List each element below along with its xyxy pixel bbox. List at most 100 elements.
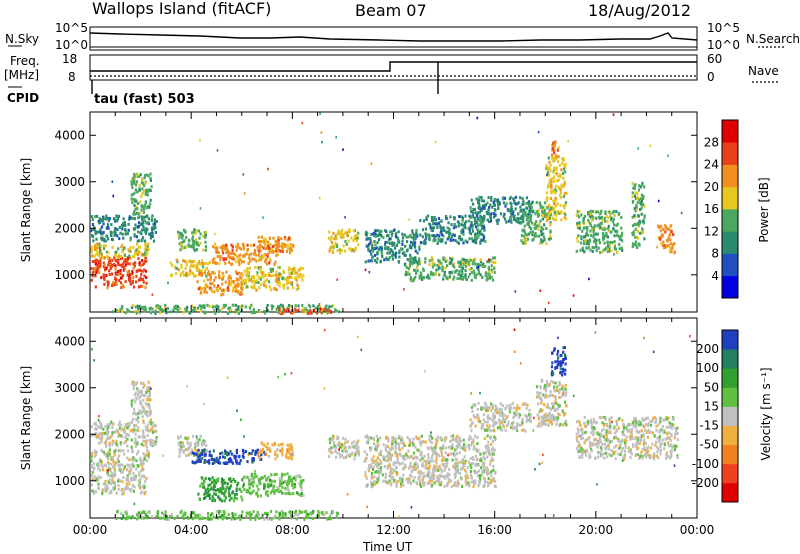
range-cell — [560, 218, 563, 222]
range-cell — [281, 491, 284, 495]
range-cell — [479, 229, 482, 233]
range-cell — [462, 232, 465, 236]
range-cell — [398, 249, 401, 253]
range-cell — [546, 196, 549, 200]
range-cell — [471, 237, 474, 241]
range-cell — [636, 221, 640, 225]
range-cell — [553, 200, 556, 203]
range-cell — [121, 227, 124, 231]
range-cell — [330, 245, 333, 249]
range-cell — [137, 216, 140, 220]
range-cell — [138, 278, 141, 282]
range-cell — [122, 224, 125, 228]
range-cell — [430, 476, 433, 480]
range-cell — [554, 196, 557, 200]
range-cell — [666, 244, 669, 248]
range-cell — [132, 478, 135, 482]
range-cell — [200, 482, 203, 486]
range-cell — [249, 278, 252, 281]
range-cell — [269, 491, 272, 495]
range-cell — [278, 517, 281, 521]
range-cell — [288, 451, 291, 455]
range-cell — [265, 492, 268, 496]
range-cell — [149, 178, 152, 182]
range-cell — [160, 516, 163, 520]
range-cell — [459, 273, 462, 277]
range-cell — [439, 473, 442, 477]
range-cell — [478, 198, 481, 202]
range-cell — [111, 456, 114, 460]
range-cell — [277, 490, 280, 494]
range-cell — [604, 211, 607, 215]
range-cell — [460, 229, 463, 233]
range-cell — [575, 214, 578, 217]
range-cell — [261, 449, 264, 453]
range-cell — [271, 489, 274, 493]
range-cell — [448, 452, 451, 456]
range-cell — [144, 254, 147, 258]
range-cell — [185, 245, 188, 249]
range-cell — [476, 442, 479, 446]
range-cell — [107, 237, 110, 241]
range-cell — [496, 198, 500, 202]
range-cell — [290, 311, 293, 315]
range-cell — [132, 424, 136, 428]
range-cell — [120, 470, 123, 474]
range-cell — [180, 447, 183, 450]
range-cell — [303, 510, 306, 514]
range-cell — [130, 445, 133, 449]
range-cell — [144, 231, 148, 235]
range-cell — [197, 287, 200, 291]
range-cell — [135, 428, 138, 432]
range-cell — [229, 306, 232, 310]
range-cell — [592, 228, 595, 232]
range-cell — [473, 239, 476, 243]
range-cell — [204, 269, 207, 273]
range-cell — [108, 467, 112, 471]
range-cell — [335, 515, 338, 519]
range-cell — [591, 210, 594, 213]
range-cell — [576, 224, 579, 228]
range-cell — [515, 219, 518, 223]
range-cell — [323, 307, 326, 311]
range-cell — [441, 269, 444, 273]
range-cell — [133, 180, 136, 184]
range-cell — [213, 461, 216, 465]
range-cell — [178, 236, 181, 240]
range-cell — [380, 234, 383, 238]
range-cell — [268, 274, 271, 278]
range-cell — [248, 266, 251, 270]
range-cell — [216, 246, 219, 250]
range-cell — [204, 262, 207, 265]
range-cell — [202, 452, 205, 456]
range-cell — [145, 459, 148, 463]
range-cell — [559, 188, 562, 192]
range-cell — [437, 239, 441, 243]
range-cell — [521, 229, 524, 233]
range-cell — [177, 305, 180, 309]
range-cell — [96, 242, 99, 246]
range-cell — [395, 232, 398, 236]
range-cell — [558, 173, 561, 177]
range-cell — [351, 451, 354, 455]
range-cell — [578, 222, 581, 226]
range-cell — [540, 213, 543, 217]
range-cell — [144, 201, 147, 205]
range-cell — [276, 240, 279, 244]
range-cell — [435, 456, 438, 460]
range-cell — [386, 240, 389, 244]
range-cell — [309, 309, 312, 312]
range-cell — [468, 267, 471, 271]
noise-cell — [112, 194, 115, 198]
range-cell — [169, 261, 172, 265]
range-cell — [113, 470, 116, 474]
range-cell — [547, 156, 550, 160]
range-cell — [503, 217, 507, 221]
range-cell — [397, 442, 400, 446]
range-cell — [206, 272, 209, 276]
range-cell — [521, 217, 525, 221]
range-cell — [133, 457, 136, 461]
range-cell — [342, 443, 346, 447]
range-cell — [549, 236, 552, 240]
range-cell — [182, 513, 185, 517]
